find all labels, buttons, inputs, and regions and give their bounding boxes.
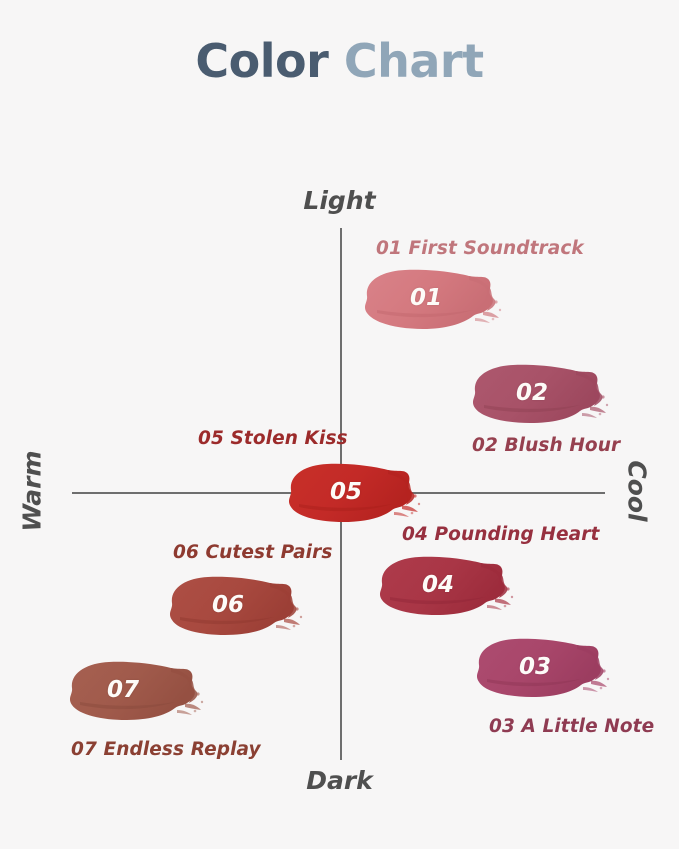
swatch-caption-06: 06 Cutest Pairs bbox=[173, 542, 333, 563]
page-title: Color Chart bbox=[0, 36, 679, 87]
page-title-secondary: Chart bbox=[328, 34, 484, 88]
axis-label-light: Light bbox=[303, 186, 376, 215]
axis-label-warm: Warm bbox=[17, 450, 47, 532]
swatch-05[interactable]: 05 bbox=[282, 458, 424, 530]
swatch-shape-04 bbox=[379, 556, 514, 615]
axis-label-cool: Cool bbox=[622, 460, 652, 522]
swatch-shape-06 bbox=[169, 576, 303, 635]
swatch-shape-02 bbox=[472, 364, 609, 423]
swatch-04[interactable]: 04 bbox=[373, 552, 518, 624]
swatch-caption-03: 03 A Little Note bbox=[489, 716, 655, 737]
swatch-02[interactable]: 02 bbox=[466, 360, 613, 432]
swatch-caption-01: 01 First Soundtrack bbox=[376, 238, 584, 259]
page-title-primary: Color bbox=[195, 34, 329, 88]
swatch-03[interactable]: 03 bbox=[470, 634, 613, 706]
swatch-07[interactable]: 07 bbox=[63, 657, 208, 729]
swatch-shape-01 bbox=[364, 269, 502, 329]
swatch-caption-04: 04 Pounding Heart bbox=[402, 524, 600, 545]
swatch-shape-05 bbox=[288, 463, 421, 522]
swatch-06[interactable]: 06 bbox=[163, 572, 306, 644]
swatch-caption-02: 02 Blush Hour bbox=[472, 435, 621, 456]
swatch-shape-03 bbox=[476, 638, 610, 697]
swatch-shape-07 bbox=[69, 661, 204, 720]
swatch-caption-05: 05 Stolen Kiss bbox=[198, 428, 348, 449]
swatch-caption-07: 07 Endless Replay bbox=[71, 739, 261, 760]
axis-label-dark: Dark bbox=[306, 766, 373, 795]
swatch-01[interactable]: 01 bbox=[357, 266, 507, 338]
